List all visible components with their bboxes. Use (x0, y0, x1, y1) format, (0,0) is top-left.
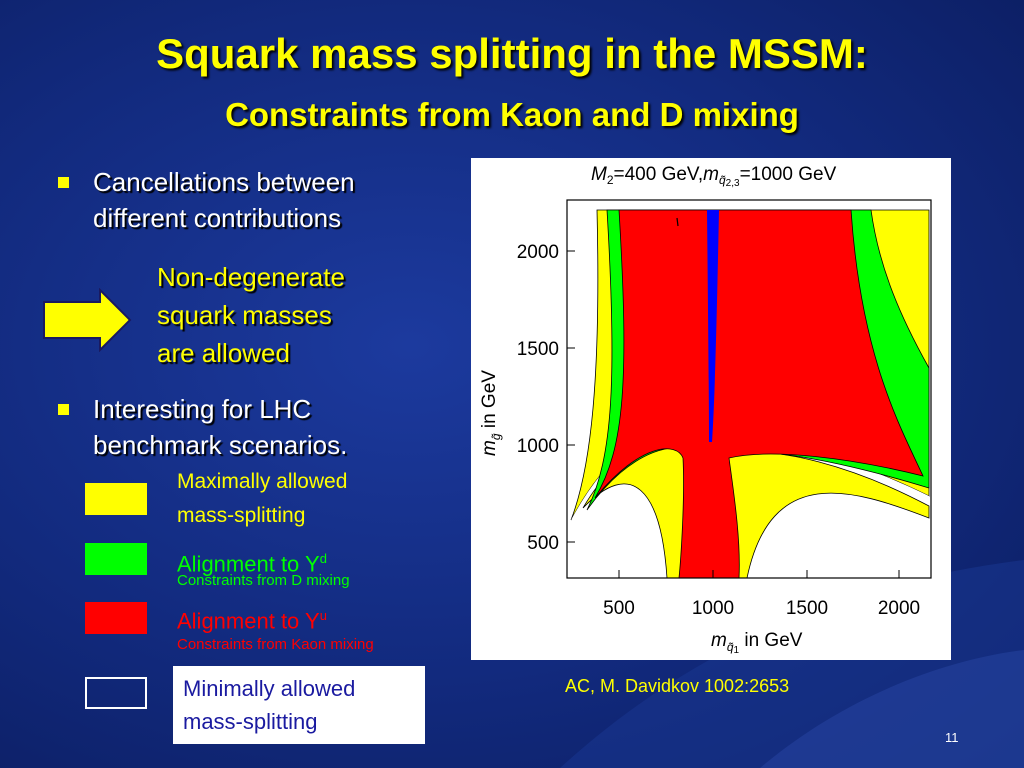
bullet-1-line1: Cancellations between (93, 167, 355, 197)
page-number: 11 (945, 730, 959, 745)
ylabel-m: m (479, 440, 500, 456)
x-axis-label: mq̃1 in GeV (711, 630, 803, 656)
right-arrow-icon (43, 288, 132, 352)
xlabel-q: q̃ (727, 640, 734, 654)
slide-subtitle: Constraints from Kaon and D mixing (225, 96, 799, 133)
x-tick-label: 2000 (878, 598, 920, 619)
ylabel-sub: g̃ (489, 433, 503, 440)
y-tick-label: 2000 (517, 242, 559, 263)
legend-white-line2: mass-splitting (183, 709, 318, 734)
blue-region (707, 210, 719, 442)
arrow-note: Non-degenerate squark masses are allowed (157, 258, 345, 372)
legend-green-sup: d (319, 551, 327, 566)
legend-white-box: Minimally allowed mass-splitting (173, 666, 425, 744)
xlabel-sub1: 1 (734, 645, 740, 656)
slide-title: Squark mass splitting in the MSSM: (156, 30, 868, 77)
legend-white-line1: Minimally allowed (183, 676, 356, 701)
header-q: q̃ (719, 173, 726, 187)
ylabel-rest: in GeV (479, 370, 500, 434)
legend-red-sub: Constraints from Kaon mixing (177, 636, 374, 653)
legend-green-text: Alignment to Yd (177, 543, 327, 580)
legend-swatch-green (85, 543, 147, 575)
xlabel-m: m (711, 630, 727, 651)
header-mid: =400 GeV, (614, 164, 704, 185)
citation: AC, M. Davidkov 1002:2653 (565, 676, 790, 696)
bullet-2-line1: Interesting for LHC (93, 394, 312, 424)
legend-green-sub: Constraints from D mixing (177, 572, 350, 589)
bullet-2-line2: benchmark scenarios. (93, 430, 348, 460)
y-axis-label: mg̃ in GeV (479, 370, 503, 456)
bullet-marker (58, 177, 69, 188)
header-m2: m (703, 164, 719, 185)
axis-ticks: 500 1000 1500 2000 500 1000 1500 2000 (517, 242, 920, 619)
constraint-plot: M2=400 GeV,mq̃2,3=1000 GeV 500 1000 1500 20… (471, 158, 951, 660)
legend-red-sup: u (319, 608, 327, 623)
legend-swatch-red (85, 602, 147, 634)
plot-frame (566, 199, 932, 579)
legend-swatch-white (85, 677, 147, 709)
small-mark (676, 217, 679, 227)
y-tick-label: 1000 (517, 436, 559, 457)
x-tick-label: 500 (603, 598, 635, 619)
bullet-1-line2: different contributions (93, 203, 342, 233)
arrow-note-line3: are allowed (157, 338, 290, 368)
header-sub23: 2,3 (726, 178, 740, 189)
x-tick-label: 1500 (786, 598, 828, 619)
header-end: =1000 GeV (740, 164, 837, 185)
arrow-note-line2: squark masses (157, 300, 332, 330)
legend-yellow-line1: Maximally allowed (177, 470, 348, 493)
arrow-note-line1: Non-degenerate (157, 262, 345, 292)
legend-swatch-yellow (85, 483, 147, 515)
xlabel-rest: in GeV (739, 630, 803, 651)
legend-red-text: Alignment to Yu (177, 600, 327, 637)
plot-header: M2=400 GeV,mq̃2,3=1000 GeV (591, 164, 837, 189)
region-layers (570, 209, 930, 579)
plot-svg: M2=400 GeV,mq̃2,3=1000 GeV 500 1000 1500 20… (479, 164, 932, 656)
legend-red-label: Alignment to Y (177, 608, 320, 634)
x-tick-label: 1000 (692, 598, 734, 619)
legend-yellow-text: Maximally allowed mass-splitting (177, 465, 347, 533)
header-sub2: 2 (607, 173, 614, 187)
bullet-marker (58, 404, 69, 415)
y-tick-label: 500 (527, 533, 559, 554)
y-tick-label: 1500 (517, 339, 559, 360)
header-m: M (591, 164, 607, 185)
legend-green-label: Alignment to Y (177, 551, 320, 577)
legend-yellow-line2: mass-splitting (177, 504, 306, 527)
